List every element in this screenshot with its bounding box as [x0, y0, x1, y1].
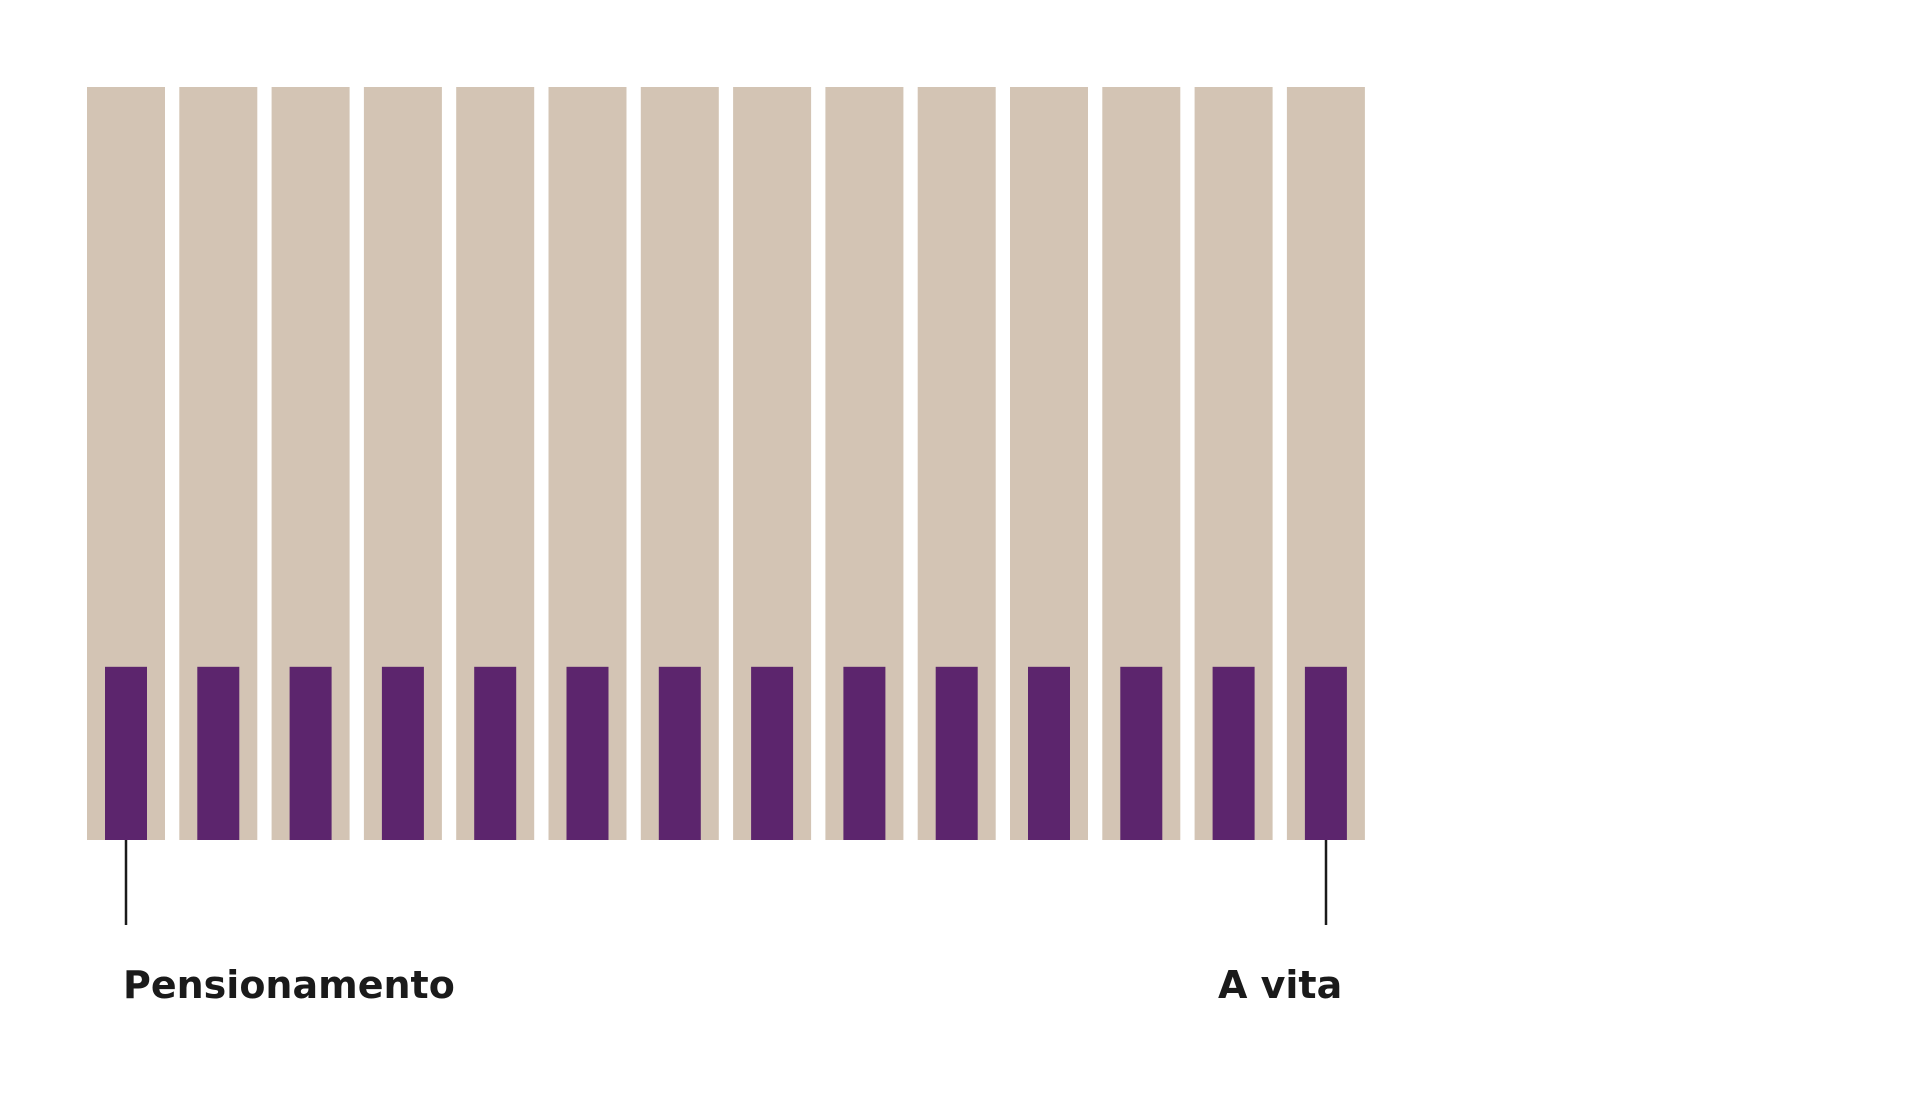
period-marker-11 — [1028, 666, 1070, 840]
period-marker-7 — [658, 666, 701, 840]
period-columns — [87, 87, 1365, 840]
end-label-a-vita: A vita — [1218, 963, 1343, 1007]
period-marker-12 — [1120, 666, 1163, 840]
period-marker-13 — [1212, 666, 1255, 840]
period-marker-6 — [566, 666, 609, 840]
period-marker-3 — [289, 666, 332, 840]
period-marker-5 — [474, 666, 517, 840]
period-marker-2 — [197, 666, 240, 840]
period-marker-8 — [751, 666, 794, 840]
period-marker-1 — [105, 666, 147, 840]
start-label-pensionamento: Pensionamento — [123, 963, 455, 1007]
period-marker-14 — [1304, 666, 1347, 840]
period-marker-9 — [843, 666, 886, 840]
period-marker-10 — [935, 666, 978, 840]
period-marker-4 — [381, 666, 424, 840]
